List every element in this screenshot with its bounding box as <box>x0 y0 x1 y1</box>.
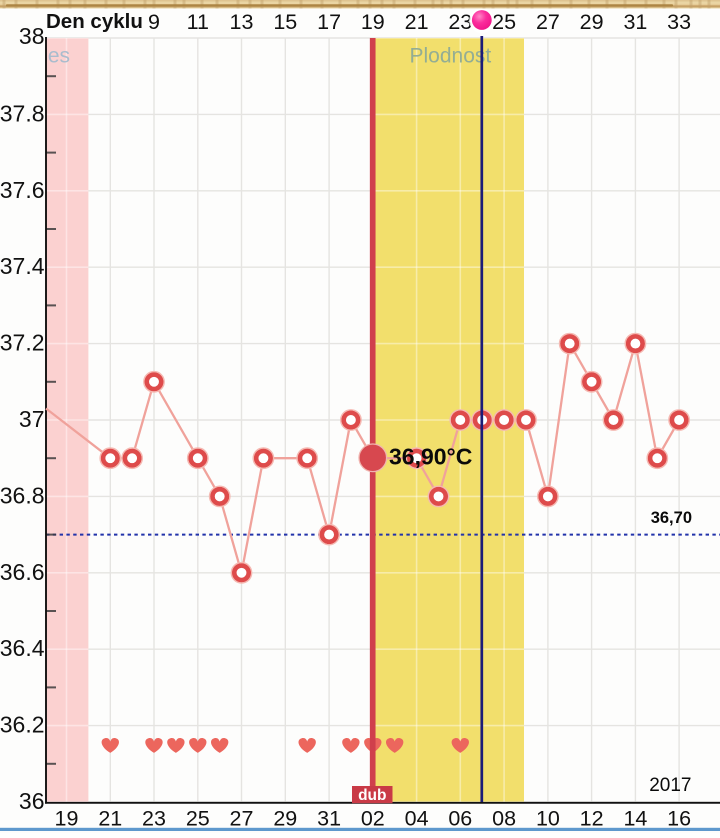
svg-text:37.8: 37.8 <box>0 100 45 126</box>
svg-text:12: 12 <box>580 807 604 831</box>
svg-text:33: 33 <box>667 10 691 34</box>
svg-text:9: 9 <box>148 10 160 34</box>
svg-text:10: 10 <box>536 807 560 831</box>
svg-text:15: 15 <box>273 10 297 34</box>
svg-text:37: 37 <box>19 406 45 432</box>
svg-text:23: 23 <box>142 807 166 831</box>
svg-text:29: 29 <box>273 807 297 831</box>
svg-text:02: 02 <box>361 807 385 831</box>
svg-text:27: 27 <box>230 807 254 831</box>
svg-text:11: 11 <box>187 10 209 34</box>
svg-text:17: 17 <box>317 10 341 34</box>
svg-text:19: 19 <box>55 807 79 831</box>
svg-text:29: 29 <box>580 10 604 34</box>
svg-text:31: 31 <box>317 807 341 831</box>
svg-text:04: 04 <box>405 807 429 831</box>
svg-text:36.6: 36.6 <box>0 559 45 585</box>
svg-text:Den cyklu: Den cyklu <box>46 10 143 33</box>
svg-text:36.8: 36.8 <box>0 482 45 508</box>
svg-text:36: 36 <box>19 788 45 814</box>
svg-text:13: 13 <box>230 10 254 34</box>
svg-text:37.2: 37.2 <box>0 330 45 356</box>
svg-text:16: 16 <box>667 807 691 831</box>
svg-text:Plodnost: Plodnost <box>410 45 492 68</box>
svg-text:36,90°C: 36,90°C <box>389 444 472 470</box>
svg-text:37.6: 37.6 <box>0 177 45 203</box>
svg-text:25: 25 <box>186 807 210 831</box>
svg-text:2017: 2017 <box>649 775 691 796</box>
svg-text:08: 08 <box>492 807 516 831</box>
svg-text:06: 06 <box>448 807 472 831</box>
svg-text:37.4: 37.4 <box>0 253 45 279</box>
svg-text:27: 27 <box>536 10 560 34</box>
svg-text:31: 31 <box>623 10 647 34</box>
svg-text:19: 19 <box>361 10 385 34</box>
svg-text:Menses: Menses <box>0 45 70 68</box>
svg-text:25: 25 <box>492 10 516 34</box>
svg-text:23: 23 <box>448 10 472 34</box>
svg-text:14: 14 <box>623 807 647 831</box>
svg-text:38: 38 <box>19 23 45 49</box>
svg-text:21: 21 <box>98 807 122 831</box>
svg-text:36.4: 36.4 <box>0 635 45 661</box>
svg-text:21: 21 <box>405 10 429 34</box>
svg-text:36,70: 36,70 <box>651 509 692 527</box>
svg-text:dub: dub <box>358 787 386 804</box>
svg-text:36.2: 36.2 <box>0 712 45 738</box>
